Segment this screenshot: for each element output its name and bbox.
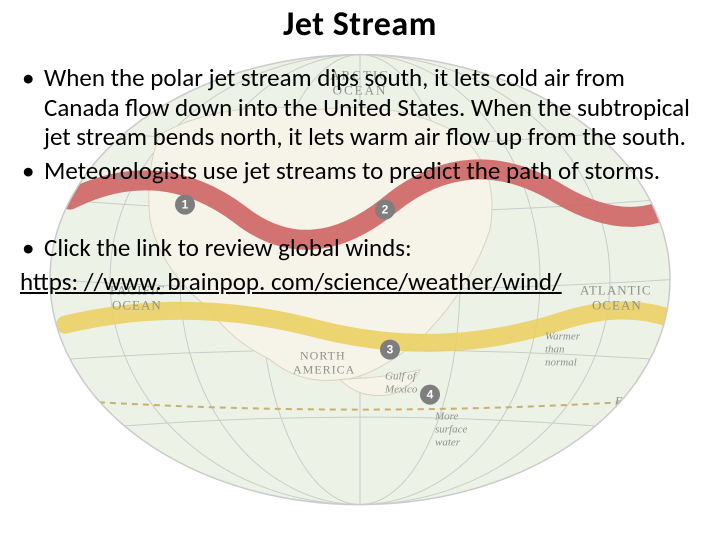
bullet-1: When the polar jet stream dips south, it… [44, 63, 700, 152]
bullet-list: When the polar jet stream dips south, it… [20, 63, 700, 185]
bullet-3: Click the link to review global winds: [44, 233, 700, 263]
review-link[interactable]: https: //www. brainpop. com/science/weat… [20, 267, 700, 297]
slide-title: Jet Stream [20, 4, 700, 45]
slide-content: Jet Stream When the polar jet stream dip… [0, 0, 720, 540]
bullet-2: Meteorologists use jet streams to predic… [44, 156, 700, 186]
bullet-list-2: Click the link to review global winds: [20, 233, 700, 263]
